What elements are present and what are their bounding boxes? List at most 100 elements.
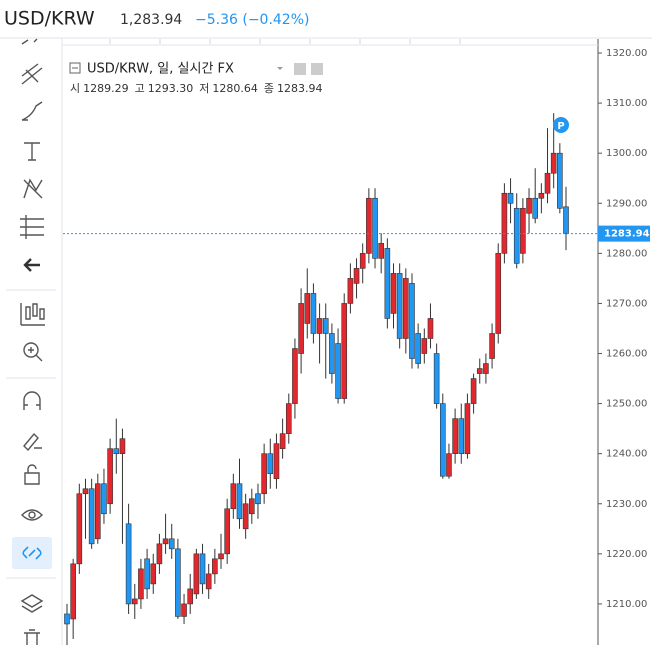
candle-body: [415, 333, 421, 364]
candle-body: [538, 192, 545, 199]
candle-body: [187, 588, 194, 605]
candle-body: [255, 493, 261, 505]
candle-body: [131, 598, 138, 605]
ohlc-value: 1280.64: [212, 82, 258, 95]
tool-measure[interactable]: [20, 215, 44, 239]
ohlc-key: 시: [70, 82, 80, 95]
candle-body: [421, 338, 428, 354]
candle-body: [378, 243, 384, 259]
tool-fib[interactable]: [21, 63, 43, 85]
candle-body: [218, 553, 224, 560]
candle-body: [212, 558, 218, 575]
tool-pattern[interactable]: [23, 178, 43, 199]
candle-body: [409, 283, 415, 359]
candle-body: [150, 563, 157, 585]
tool-delete[interactable]: [24, 629, 40, 645]
candle-body: [427, 318, 434, 339]
chart-title: USD/KRW, 일, 실시간 FX: [87, 62, 234, 77]
candle-body: [341, 303, 348, 399]
candle-body: [322, 318, 329, 334]
candle-body: [70, 563, 76, 620]
candle-body: [76, 493, 83, 565]
candle-body: [476, 368, 483, 374]
candle-body: [64, 613, 70, 625]
candle-body: [125, 523, 132, 605]
candle-body: [113, 448, 120, 454]
candle-body: [359, 253, 366, 269]
y-tick-label: 1260.00: [606, 349, 647, 360]
candle-body: [310, 293, 317, 334]
candle-body: [532, 197, 538, 219]
tool-brush[interactable]: [21, 101, 43, 121]
y-tick-label: 1290.00: [606, 198, 647, 209]
symbol[interactable]: USD/KRW: [4, 8, 95, 30]
candle-body: [507, 192, 514, 204]
candle-body: [193, 553, 200, 595]
candle-body: [329, 333, 335, 374]
tool-text[interactable]: [24, 142, 40, 161]
tool-layers[interactable]: [20, 594, 44, 613]
candle-body: [168, 538, 175, 550]
y-tick-label: 1220.00: [606, 549, 647, 560]
p-badge-text: P: [557, 121, 564, 132]
hide-button[interactable]: [311, 63, 323, 75]
candle-body: [224, 508, 230, 555]
tool-unlock[interactable]: [24, 464, 40, 485]
ohlc-key: 고: [135, 82, 145, 95]
candle-body: [544, 172, 551, 194]
candle-body: [483, 363, 489, 374]
tool-link[interactable]: [22, 546, 42, 560]
y-tick-label: 1250.00: [606, 399, 647, 410]
candle-body: [267, 453, 274, 475]
dropdown[interactable]: [277, 67, 283, 70]
candle-body: [236, 483, 243, 520]
price-label: 1283.94: [604, 229, 650, 240]
candle-body: [372, 197, 378, 259]
candle-body: [261, 453, 267, 495]
candle-body: [563, 206, 569, 234]
tool-line[interactable]: [21, 38, 38, 45]
settings-button[interactable]: [294, 63, 306, 75]
tool-zoom[interactable]: [23, 342, 43, 362]
top-toolbar-edge: [109, 39, 461, 44]
candle-body: [335, 343, 341, 399]
ohlc-value: 1283.94: [277, 82, 323, 95]
tool-visibility[interactable]: [21, 509, 43, 521]
candle-body: [396, 273, 403, 339]
ohlc-key: 종: [264, 82, 274, 95]
header-bar: [0, 0, 652, 38]
price-label-bg: [598, 225, 650, 242]
candle-body: [292, 348, 298, 404]
last-price: 1,283.94: [120, 12, 182, 28]
candle-body: [138, 568, 144, 600]
toolbar: [6, 38, 63, 645]
candle-body: [298, 303, 304, 354]
legend: USD/KRW, 일, 실시간 FX 시 1289.29 고 1293.30 저 1280…: [69, 62, 323, 95]
tool-back[interactable]: [23, 258, 40, 272]
tool-magnet[interactable]: [23, 391, 41, 410]
candles: [64, 113, 569, 649]
y-tick-label: 1270.00: [606, 298, 647, 309]
candle-body: [495, 253, 502, 334]
candle-body: [156, 543, 163, 565]
candle-body: [526, 197, 532, 214]
y-tick-label: 1240.00: [606, 449, 647, 460]
candle-body: [347, 278, 354, 304]
candle-body: [353, 268, 360, 284]
y-tick-label: 1230.00: [606, 499, 647, 510]
candle-body: [273, 443, 280, 480]
p-badge[interactable]: P: [553, 117, 569, 133]
candle-body: [107, 448, 113, 505]
candle-body: [452, 418, 458, 454]
ohlc-value: 1289.29: [83, 82, 129, 95]
tool-lock-draw[interactable]: [23, 432, 42, 452]
candle-body: [95, 483, 101, 540]
tool-chart-type[interactable]: [20, 303, 45, 326]
candle-body: [101, 483, 107, 515]
candle-body: [513, 207, 520, 264]
candle-body: [489, 333, 495, 359]
price-change: −5.36 (−0.42%): [195, 12, 309, 28]
collapse-button[interactable]: [69, 62, 81, 74]
candle-body: [230, 483, 237, 510]
